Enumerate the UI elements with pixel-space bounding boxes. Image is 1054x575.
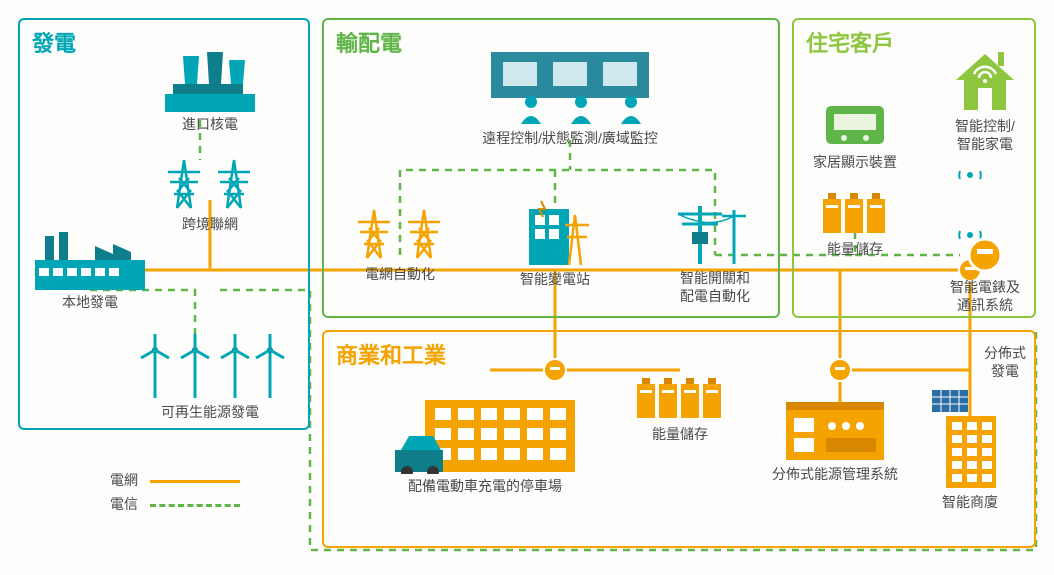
node-smartctrl: 智能控制/ 智能家電 [930, 50, 1040, 153]
node-hdisplay: 家居顯示裝置 [800, 100, 910, 172]
node-building: 智能商廈 [920, 390, 1020, 512]
node-label-building: 智能商廈 [920, 494, 1020, 512]
node-switch: 智能開關和 配電自動化 [660, 200, 770, 305]
home-display-icon [800, 100, 910, 150]
parking-icon [370, 390, 600, 474]
node-label-smartctrl: 智能控制/ 智能家電 [930, 118, 1040, 153]
wind-icon [130, 330, 290, 400]
smart-home-icon [930, 50, 1040, 114]
node-label-localgen: 本地發電 [30, 294, 150, 312]
pylon-pair-teal-icon [150, 150, 270, 212]
diagram-stage: 發電 輸配電 住宅客戶商業和工業 進口核電 跨境聯網 [0, 0, 1054, 575]
legend-telecom: 電信 [110, 494, 240, 514]
panel-title-td: 輸配電 [336, 26, 402, 58]
node-substation: 智能變電站 [500, 195, 610, 289]
meter-icon [930, 235, 1040, 275]
legend-telecom-label: 電信 [110, 496, 138, 512]
node-storage_ci: 能量儲存 [620, 370, 740, 444]
factory-icon [30, 230, 150, 290]
node-gridauto: 電網自動化 [340, 200, 460, 284]
node-storage_res: 能量儲存 [800, 185, 910, 259]
node-label-parking: 配備電動車充電的停車場 [370, 478, 600, 496]
node-label-crossborder: 跨境聯網 [150, 216, 270, 234]
node-remote: 遠程控制/狀態監測/廣域監控 [470, 48, 670, 148]
control-room-icon [470, 48, 670, 126]
node-crossborder: 跨境聯網 [150, 150, 270, 234]
node-label-gridauto: 電網自動化 [340, 266, 460, 284]
legend-grid-label: 電網 [110, 472, 138, 488]
node-label-hdisplay: 家居顯示裝置 [800, 154, 910, 172]
node-distgen: 分佈式 發電 [970, 340, 1040, 380]
node-label-renewable: 可再生能源發電 [130, 404, 290, 422]
node-label-nuclear: 進口核電 [150, 116, 270, 134]
node-label-distgen: 分佈式 發電 [970, 345, 1040, 380]
dems-icon [750, 390, 920, 462]
panel-title-generation: 發電 [32, 26, 76, 58]
node-label-substation: 智能變電站 [500, 271, 610, 289]
node-label-storage_ci: 能量儲存 [620, 426, 740, 444]
node-parking: 配備電動車充電的停車場 [370, 390, 600, 496]
node-nuclear: 進口核電 [150, 50, 270, 134]
pylon-pair-orange-icon [340, 200, 460, 262]
distgen-label-icon [970, 340, 1040, 341]
legend-grid: 電網 [110, 470, 240, 490]
node-dems: 分佈式能源管理系統 [750, 390, 920, 484]
nuclear-icon [150, 50, 270, 112]
node-label-remote: 遠程控制/狀態監測/廣域監控 [470, 130, 670, 148]
node-renewable: 可再生能源發電 [130, 330, 290, 422]
storage-small-icon [800, 185, 910, 237]
pole-icon [660, 200, 770, 266]
node-label-dems: 分佈式能源管理系統 [750, 466, 920, 484]
building-icon [920, 390, 1020, 490]
node-label-switch: 智能開關和 配電自動化 [660, 270, 770, 305]
node-label-meter: 智能電錶及 通訊系統 [930, 279, 1040, 314]
storage-large-icon [620, 370, 740, 422]
node-meter: 智能電錶及 通訊系統 [930, 235, 1040, 314]
node-label-storage_res: 能量儲存 [800, 241, 910, 259]
panel-title-ci: 商業和工業 [336, 338, 446, 370]
substation-icon [500, 195, 610, 267]
panel-title-residential: 住宅客戶 [806, 26, 894, 58]
node-localgen: 本地發電 [30, 230, 150, 312]
